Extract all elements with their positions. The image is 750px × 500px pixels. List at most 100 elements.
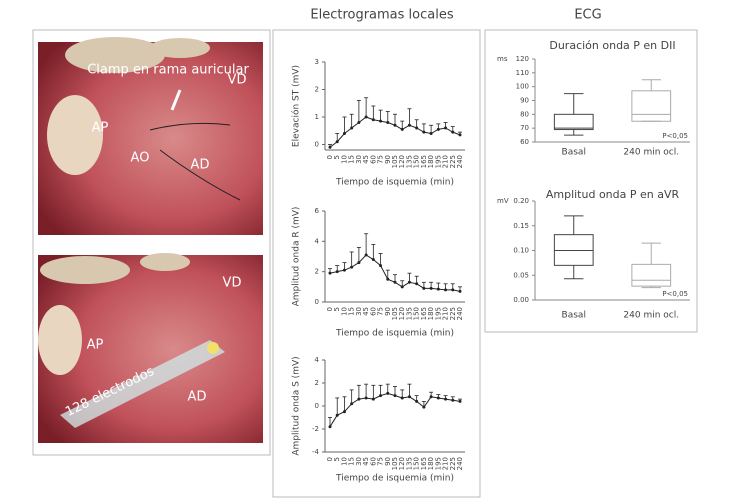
chart-title: Amplitud onda P en aVR bbox=[546, 188, 680, 201]
point bbox=[379, 264, 383, 268]
point bbox=[357, 121, 361, 124]
x-axis-title: Tiempo de isquemia (min) bbox=[335, 178, 454, 188]
photo-label: AD bbox=[191, 158, 210, 173]
point bbox=[451, 288, 455, 292]
y-tick-label: 0 bbox=[315, 298, 319, 306]
point bbox=[393, 280, 397, 284]
x-tick-label: 165 bbox=[420, 307, 428, 320]
point bbox=[357, 397, 361, 401]
y-unit: ms bbox=[497, 55, 508, 63]
x-tick-label: 0 bbox=[326, 457, 334, 461]
line bbox=[329, 254, 461, 292]
x-tick-label: 240 bbox=[456, 155, 464, 168]
point bbox=[444, 126, 448, 130]
x-tick-label: 5 bbox=[333, 457, 341, 461]
x-tick-label: 240 min ocl. bbox=[623, 148, 679, 158]
x-tick-label: 135 bbox=[405, 155, 413, 168]
photo-label: AP bbox=[87, 338, 104, 353]
y-tick-label: 2 bbox=[315, 379, 319, 387]
x-tick-label: 90 bbox=[384, 155, 392, 164]
point bbox=[436, 396, 440, 400]
x-tick-label: 120 bbox=[398, 307, 406, 320]
point bbox=[350, 402, 354, 406]
x-tick-label: 60 bbox=[369, 457, 377, 466]
point bbox=[342, 132, 346, 135]
x-tick-label: 240 min ocl. bbox=[623, 311, 679, 321]
x-tick-label: 60 bbox=[369, 307, 377, 316]
y-tick-label: 100 bbox=[516, 83, 529, 91]
x-tick-label: 10 bbox=[340, 155, 348, 164]
y-tick-label: 0.20 bbox=[513, 197, 529, 205]
x-tick-label: 165 bbox=[420, 457, 428, 470]
x-tick-label: 210 bbox=[442, 155, 450, 168]
y-tick-label: 0.15 bbox=[513, 222, 529, 230]
point bbox=[342, 268, 346, 272]
y-unit: mV bbox=[497, 197, 509, 205]
point bbox=[350, 265, 354, 269]
point bbox=[386, 277, 390, 281]
point bbox=[451, 130, 455, 134]
x-tick-label: 240 bbox=[456, 307, 464, 320]
x-tick-label: 45 bbox=[362, 307, 370, 316]
annotation: P<0,05 bbox=[662, 290, 688, 298]
point bbox=[407, 395, 411, 399]
point bbox=[386, 121, 390, 124]
egm-panel bbox=[272, 29, 481, 498]
point bbox=[422, 405, 426, 409]
x-tick-label: 105 bbox=[391, 155, 399, 168]
chart-title: Duración onda P en DII bbox=[549, 39, 675, 52]
x-tick-label: 150 bbox=[413, 307, 421, 320]
line bbox=[329, 392, 461, 427]
y-tick-label: 0 bbox=[315, 141, 319, 149]
point bbox=[393, 394, 397, 398]
y-axis-title: Amplitud onda R (mV) bbox=[292, 207, 302, 307]
photo-label: Clamp en rama auricular bbox=[87, 63, 249, 78]
point bbox=[458, 133, 462, 137]
y-tick-label: 4 bbox=[315, 237, 320, 245]
x-tick-label: 225 bbox=[449, 155, 457, 168]
x-tick-label: 45 bbox=[362, 155, 370, 164]
x-tick-label: 30 bbox=[355, 307, 363, 316]
photo-label: AO bbox=[131, 151, 150, 166]
point bbox=[328, 425, 332, 429]
x-tick-label: Basal bbox=[562, 148, 586, 158]
y-tick-label: 0.05 bbox=[513, 271, 529, 279]
x-tick-label: 90 bbox=[384, 457, 392, 466]
photo-label: VD bbox=[223, 276, 242, 291]
y-tick-label: -4 bbox=[312, 448, 320, 456]
photo bbox=[38, 37, 263, 235]
point bbox=[335, 140, 339, 144]
x-tick-label: 210 bbox=[442, 307, 450, 320]
header: Electrogramas locales bbox=[310, 8, 453, 23]
point bbox=[400, 285, 404, 289]
point bbox=[386, 391, 390, 395]
photo-label: AP bbox=[92, 121, 109, 136]
x-tick-label: 75 bbox=[377, 155, 385, 164]
point bbox=[429, 395, 433, 399]
point bbox=[400, 127, 404, 131]
x-tick-label: 10 bbox=[340, 307, 348, 316]
box bbox=[631, 90, 672, 122]
y-tick-label: 1 bbox=[315, 113, 319, 121]
x-tick-label: 225 bbox=[449, 307, 457, 320]
x-axis-title: Tiempo de isquemia (min) bbox=[335, 474, 454, 484]
x-tick-label: 0 bbox=[326, 155, 334, 159]
ecg-panel bbox=[484, 29, 698, 333]
y-tick-label: 70 bbox=[520, 124, 529, 132]
x-tick-label: 15 bbox=[348, 307, 356, 316]
point bbox=[364, 253, 368, 257]
x-tick-label: 180 bbox=[427, 457, 435, 470]
point bbox=[451, 398, 455, 402]
y-tick-label: 0 bbox=[315, 402, 319, 410]
x-tick-label: 150 bbox=[413, 155, 421, 168]
x-tick-label: 15 bbox=[348, 457, 356, 466]
photo bbox=[38, 253, 263, 443]
point bbox=[371, 258, 375, 262]
point bbox=[342, 410, 346, 414]
point bbox=[458, 289, 462, 293]
point bbox=[371, 118, 375, 122]
y-tick-label: 4 bbox=[315, 356, 320, 364]
photo-label: VD bbox=[228, 73, 247, 88]
y-tick-label: 110 bbox=[516, 69, 529, 77]
